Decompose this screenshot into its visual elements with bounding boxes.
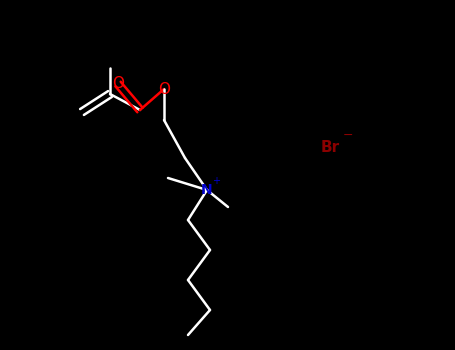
Text: Br: Br	[320, 140, 339, 155]
Text: −: −	[343, 128, 353, 141]
Text: O: O	[112, 77, 124, 91]
Text: O: O	[158, 82, 170, 97]
Text: N: N	[201, 183, 213, 197]
Text: +: +	[212, 176, 220, 186]
